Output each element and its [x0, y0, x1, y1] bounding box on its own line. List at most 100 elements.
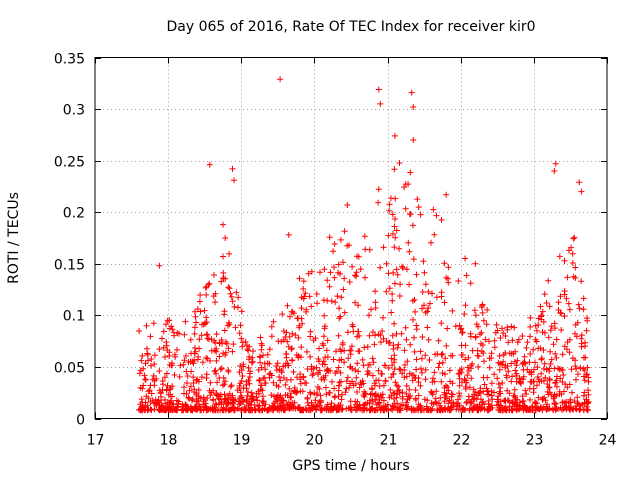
- data-point: [543, 300, 550, 306]
- data-point: [289, 308, 296, 315]
- data-point: [406, 281, 413, 288]
- data-point: [190, 374, 197, 381]
- data-point: [181, 357, 188, 364]
- data-point: [415, 392, 422, 399]
- data-point: [171, 332, 178, 339]
- data-point: [243, 378, 250, 385]
- data-point: [258, 382, 264, 389]
- data-point: [298, 344, 305, 351]
- data-point: [472, 312, 479, 319]
- data-point: [537, 303, 544, 310]
- data-point: [426, 357, 433, 363]
- data-point: [422, 309, 429, 316]
- data-point: [291, 388, 298, 395]
- data-point: [347, 407, 354, 413]
- data-point: [553, 392, 560, 399]
- data-point: [445, 264, 452, 271]
- data-point: [534, 374, 541, 380]
- data-point: [397, 281, 404, 288]
- data-point: [377, 100, 384, 107]
- data-point: [212, 299, 219, 306]
- data-point: [322, 372, 329, 379]
- data-point: [355, 348, 362, 355]
- data-point: [572, 330, 578, 337]
- data-point: [340, 259, 346, 266]
- data-point: [380, 244, 387, 251]
- data-point: [335, 261, 342, 268]
- y-axis-label: ROTI / TECUs: [6, 192, 22, 284]
- data-point: [346, 279, 353, 285]
- data-point: [524, 339, 531, 346]
- data-point: [380, 335, 387, 342]
- data-point: [266, 371, 273, 378]
- data-point: [575, 400, 582, 407]
- data-point: [446, 397, 453, 404]
- data-point: [136, 328, 143, 334]
- data-point: [438, 293, 445, 300]
- data-point: [574, 394, 581, 401]
- y-tick-label: 0.05: [54, 361, 85, 377]
- data-point: [193, 392, 200, 398]
- data-point: [337, 313, 344, 320]
- data-point: [497, 384, 504, 391]
- data-point: [257, 334, 264, 341]
- data-point: [546, 365, 553, 372]
- data-point: [569, 389, 575, 396]
- data-point: [138, 357, 145, 364]
- data-point: [501, 398, 508, 404]
- data-point: [238, 335, 245, 342]
- data-point: [552, 400, 559, 407]
- data-point: [139, 352, 146, 359]
- data-point: [391, 132, 398, 139]
- data-point: [456, 390, 463, 397]
- data-point: [176, 373, 183, 380]
- data-point: [527, 333, 534, 340]
- data-point: [564, 339, 571, 346]
- data-point: [403, 266, 410, 273]
- data-point: [355, 253, 362, 260]
- data-point: [195, 387, 202, 393]
- data-point: [461, 376, 468, 383]
- data-point: [212, 367, 219, 374]
- data-point: [456, 322, 463, 329]
- data-point: [246, 406, 253, 413]
- data-point: [331, 394, 338, 401]
- data-point: [260, 398, 267, 405]
- data-point: [388, 309, 395, 316]
- data-point: [308, 366, 315, 373]
- data-point: [584, 364, 591, 371]
- data-point: [246, 380, 253, 387]
- data-point: [169, 326, 176, 333]
- data-point: [383, 406, 390, 413]
- data-point: [341, 359, 348, 366]
- data-point: [470, 396, 477, 403]
- data-point: [307, 407, 314, 414]
- data-point: [576, 179, 583, 186]
- data-point: [225, 284, 232, 291]
- data-point: [333, 348, 339, 355]
- data-point: [216, 375, 223, 381]
- data-point: [148, 356, 155, 362]
- data-point: [148, 362, 154, 369]
- data-point: [344, 329, 351, 336]
- data-point: [566, 349, 573, 356]
- data-point: [429, 379, 436, 386]
- data-point: [307, 328, 314, 335]
- data-point: [472, 389, 479, 395]
- data-point: [216, 353, 223, 360]
- data-point: [412, 395, 419, 402]
- data-point: [436, 406, 443, 413]
- data-point: [509, 400, 516, 407]
- data-point: [393, 227, 400, 234]
- data-point: [317, 406, 324, 413]
- data-point: [393, 331, 400, 337]
- data-point: [324, 337, 331, 344]
- data-point: [369, 329, 376, 335]
- data-point: [543, 403, 550, 410]
- data-point: [288, 346, 295, 353]
- data-point: [435, 364, 442, 371]
- data-point: [174, 346, 180, 353]
- data-point: [338, 396, 345, 403]
- data-point: [284, 302, 291, 309]
- data-point: [284, 338, 291, 345]
